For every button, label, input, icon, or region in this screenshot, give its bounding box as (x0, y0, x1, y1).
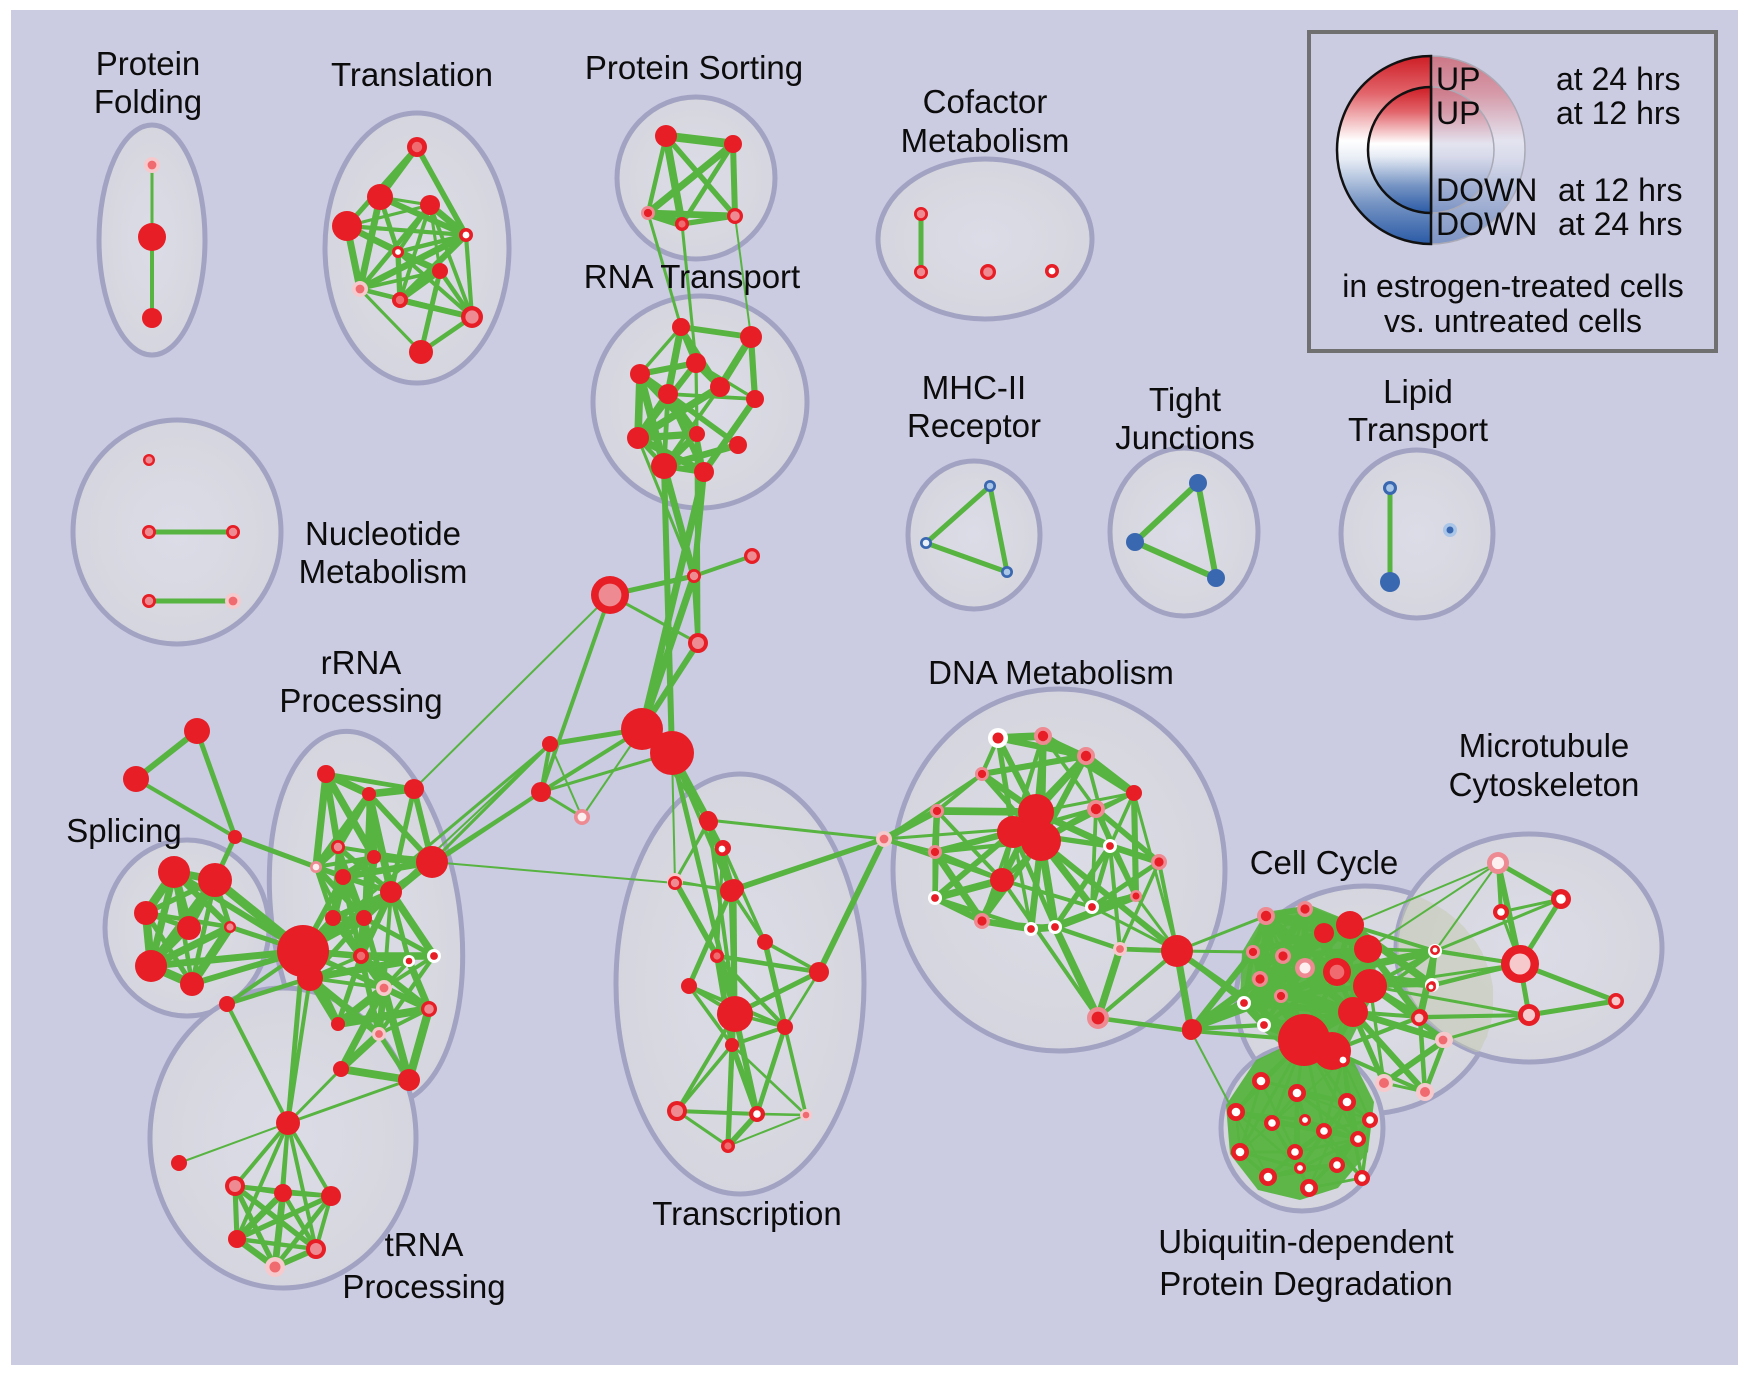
svg-text:MHC-II: MHC-II (922, 369, 1026, 406)
svg-text:in estrogen-treated cells: in estrogen-treated cells (1342, 268, 1684, 304)
svg-text:at 24 hrs: at 24 hrs (1556, 61, 1681, 97)
svg-text:Folding: Folding (94, 83, 202, 120)
svg-text:Nucleotide: Nucleotide (305, 515, 461, 552)
svg-text:Protein Sorting: Protein Sorting (585, 49, 803, 86)
svg-text:Transcription: Transcription (652, 1195, 842, 1232)
svg-text:Processing: Processing (342, 1268, 505, 1305)
svg-text:Processing: Processing (279, 682, 442, 719)
svg-text:Cytoskeleton: Cytoskeleton (1449, 766, 1640, 803)
svg-text:Cofactor: Cofactor (923, 83, 1048, 120)
svg-text:Metabolism: Metabolism (299, 553, 468, 590)
svg-text:UP: UP (1436, 61, 1480, 97)
svg-text:DNA Metabolism: DNA Metabolism (928, 654, 1174, 691)
svg-text:vs. untreated cells: vs. untreated cells (1384, 303, 1642, 339)
svg-text:at 24 hrs: at 24 hrs (1558, 206, 1683, 242)
svg-text:Receptor: Receptor (907, 407, 1041, 444)
svg-text:RNA Transport: RNA Transport (584, 258, 800, 295)
svg-text:Protein Degradation: Protein Degradation (1159, 1265, 1453, 1302)
svg-text:rRNA: rRNA (321, 644, 402, 681)
svg-text:at 12 hrs: at 12 hrs (1558, 172, 1683, 208)
svg-text:Cell Cycle: Cell Cycle (1250, 844, 1399, 881)
svg-text:Translation: Translation (331, 56, 493, 93)
svg-text:Protein: Protein (96, 45, 201, 82)
svg-text:at 12 hrs: at 12 hrs (1556, 95, 1681, 131)
svg-text:DOWN: DOWN (1436, 172, 1537, 208)
svg-text:Metabolism: Metabolism (901, 122, 1070, 159)
svg-text:Lipid: Lipid (1383, 373, 1453, 410)
svg-text:Transport: Transport (1348, 411, 1488, 448)
svg-text:UP: UP (1436, 95, 1480, 131)
svg-text:Junctions: Junctions (1115, 419, 1254, 456)
svg-text:DOWN: DOWN (1436, 206, 1537, 242)
svg-text:Microtubule: Microtubule (1459, 727, 1630, 764)
svg-text:Ubiquitin-dependent: Ubiquitin-dependent (1158, 1223, 1453, 1260)
svg-text:Tight: Tight (1149, 381, 1221, 418)
svg-text:Splicing: Splicing (66, 812, 182, 849)
svg-text:tRNA: tRNA (385, 1226, 464, 1263)
